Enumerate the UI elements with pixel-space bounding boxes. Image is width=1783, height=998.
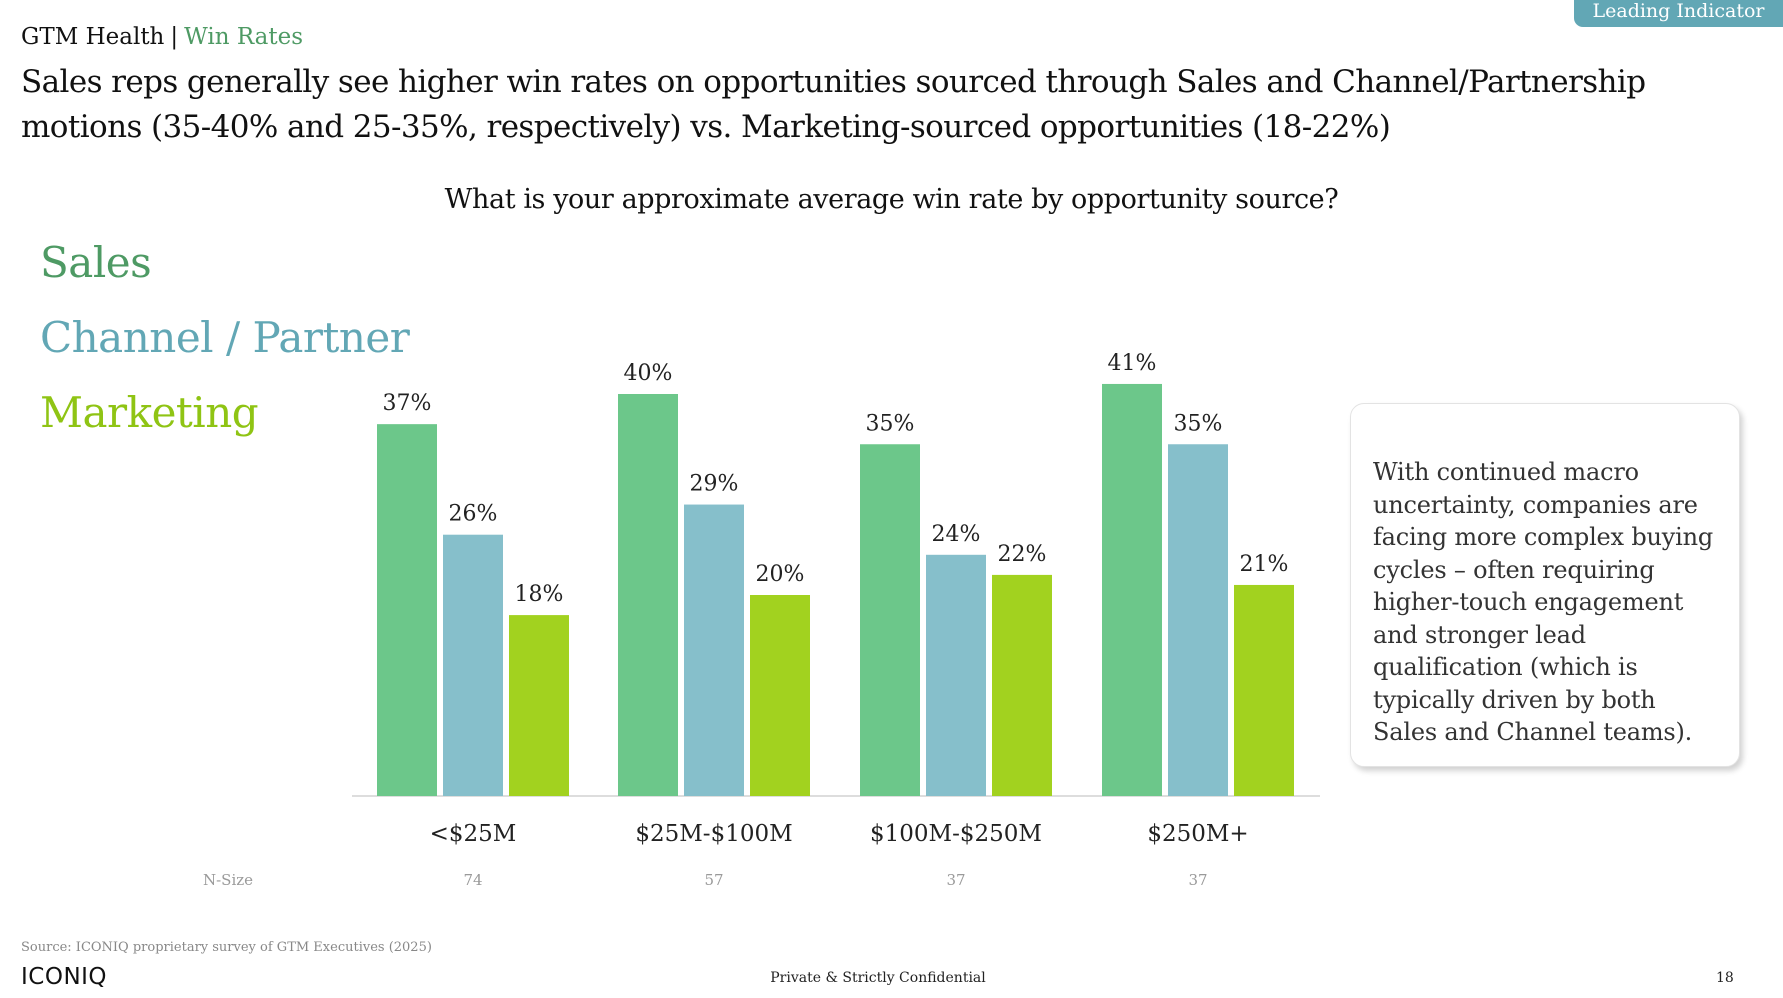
leading-indicator-badge: Leading Indicator xyxy=(1574,0,1783,27)
n-size-value-2: 37 xyxy=(946,871,965,889)
confidential-note: Private & Strictly Confidential xyxy=(770,970,986,986)
bar-channel-0 xyxy=(443,534,503,796)
chart-title: What is your approximate average win rat… xyxy=(444,184,1339,215)
bar-sales-1 xyxy=(618,394,678,796)
n-size-value-1: 57 xyxy=(704,871,723,889)
page-headline: Sales reps generally see higher win rate… xyxy=(21,64,1646,145)
callout-text: With continued macro uncertainty, compan… xyxy=(1373,458,1713,746)
insight-callout: With continued macro uncertainty, compan… xyxy=(1350,403,1740,767)
bar-marketing-3 xyxy=(1234,584,1294,796)
bar-channel-1 xyxy=(684,504,744,796)
breadcrumb-separator: | xyxy=(170,24,179,50)
data-label-sales-1: 40% xyxy=(624,361,673,386)
legend-marketing: Marketing xyxy=(40,388,259,437)
breadcrumb-section: GTM Health xyxy=(21,24,165,50)
source-note: Source: ICONIQ proprietary survey of GTM… xyxy=(21,940,432,955)
x-tick-label-0: <$25M xyxy=(430,821,517,847)
data-label-sales-3: 41% xyxy=(1108,351,1157,376)
legend-sales: Sales xyxy=(40,238,152,287)
bar-marketing-1 xyxy=(750,595,810,796)
legend-channel-partner: Channel / Partner xyxy=(40,313,410,362)
data-label-channel-3: 35% xyxy=(1174,411,1223,436)
x-tick-label-1: $25M-$100M xyxy=(635,821,792,847)
breadcrumb: GTM Health | Win Rates xyxy=(21,24,303,50)
bar-marketing-2 xyxy=(992,574,1052,796)
data-label-channel-1: 29% xyxy=(690,472,739,497)
bar-channel-2 xyxy=(926,554,986,796)
data-label-channel-0: 26% xyxy=(449,502,498,527)
data-label-marketing-2: 22% xyxy=(998,542,1047,567)
iconiq-logo: ICONIQ xyxy=(21,964,108,990)
x-tick-label-3: $250M+ xyxy=(1147,821,1248,847)
breadcrumb-subsection: Win Rates xyxy=(184,24,304,50)
n-size-label: N-Size xyxy=(203,871,253,889)
bar-sales-3 xyxy=(1102,383,1162,796)
data-label-marketing-1: 20% xyxy=(756,562,805,587)
x-tick-label-2: $100M-$250M xyxy=(870,821,1042,847)
bar-sales-0 xyxy=(377,424,437,796)
data-label-marketing-3: 21% xyxy=(1240,552,1289,577)
bar-marketing-0 xyxy=(509,615,569,796)
n-size-value-0: 74 xyxy=(463,871,482,889)
data-label-sales-2: 35% xyxy=(866,411,915,436)
bar-channel-3 xyxy=(1168,444,1228,796)
page-number: 18 xyxy=(1716,970,1734,986)
data-label-sales-0: 37% xyxy=(383,391,432,416)
data-label-marketing-0: 18% xyxy=(515,582,564,607)
data-label-channel-2: 24% xyxy=(932,522,981,547)
bar-sales-2 xyxy=(860,444,920,796)
n-size-value-3: 37 xyxy=(1188,871,1207,889)
